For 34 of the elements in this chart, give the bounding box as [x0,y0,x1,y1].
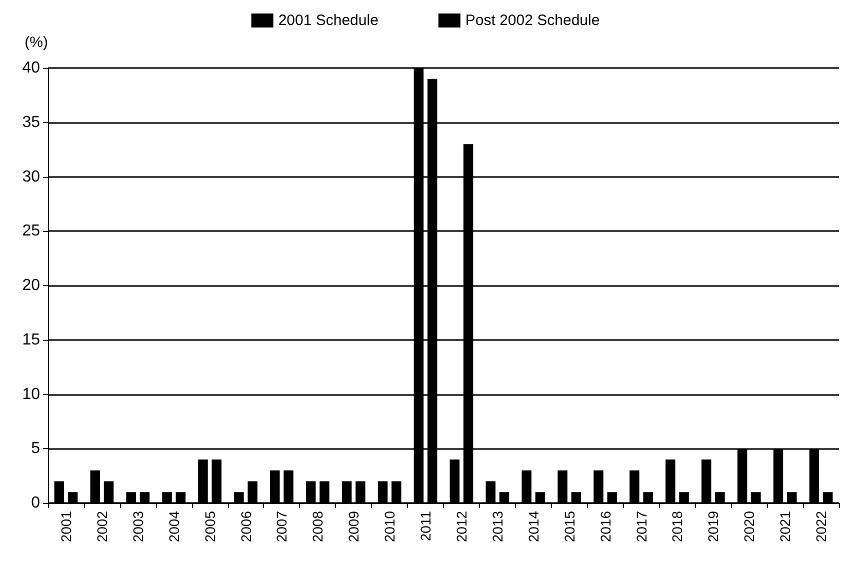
y-tick-label: 40 [22,60,40,76]
y-tick-label: 30 [22,168,40,186]
y-tick-label: 35 [22,114,40,131]
x-tick-label: 2020 [741,510,758,542]
x-tick-label: 2001 [58,510,74,542]
x-tick-label: 2016 [597,510,614,542]
x-tick-label: 2022 [813,510,830,542]
y-tick-label: 25 [22,222,40,240]
x-tick-label: 2019 [705,510,722,542]
x-tick-label: 2015 [561,510,578,542]
x-tick-label: 2013 [489,510,506,542]
y-tick-label: 10 [22,386,40,403]
x-tick-label: 2008 [310,510,326,542]
x-tick-label: 2004 [166,510,182,542]
x-tick-label: 2018 [669,510,686,542]
legend-label: 2001 Schedule [278,12,378,29]
x-tick-label: 2010 [382,510,398,542]
y-tick-label: 15 [22,331,40,348]
y-tick-label: 20 [22,277,40,294]
x-tick-label: 2009 [346,510,362,542]
x-tick-label: 2014 [525,510,542,542]
y-axis-title: (%) [24,34,48,51]
x-tick-label: 2006 [238,510,254,542]
x-tick-label: 2012 [453,510,470,542]
x-tick-label: 2011 [418,510,434,542]
legend-label: Post 2002 Schedule [465,12,600,29]
y-tick-label: 5 [31,440,40,458]
x-tick-label: 2002 [94,510,110,542]
x-tick-label: 2003 [130,510,146,542]
x-tick-label: 2021 [777,510,794,542]
x-tick-label: 2007 [274,510,290,542]
x-tick-label: 2005 [202,510,218,542]
x-tick-label: 2017 [633,510,650,542]
y-tick-label: 0 [31,494,40,512]
